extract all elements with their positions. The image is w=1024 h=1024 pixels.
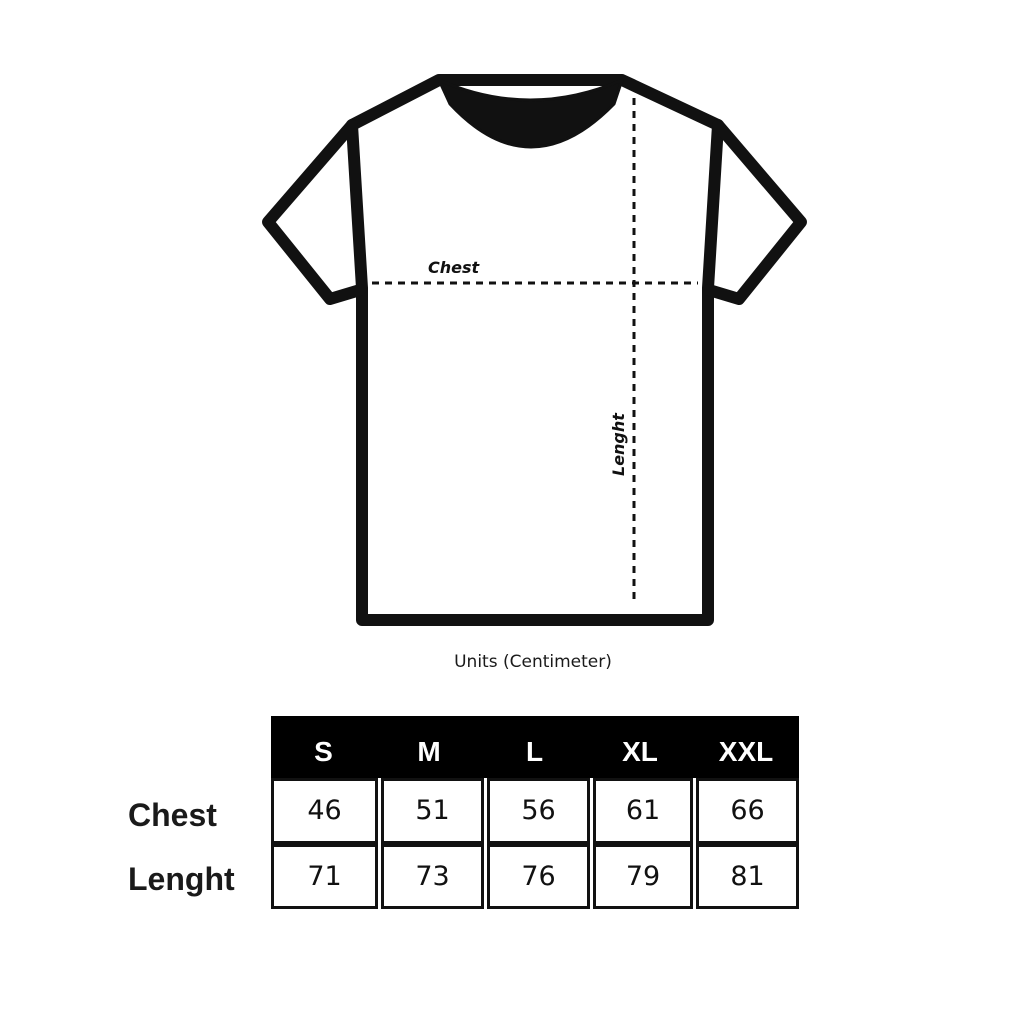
chest-value-xxl: 66	[696, 778, 799, 844]
size-header-m: M	[417, 736, 441, 767]
tshirt-body-outline	[346, 74, 724, 626]
collar-band	[437, 78, 624, 149]
length-row-label: Lenght	[128, 861, 235, 897]
chest-value-l: 56	[487, 778, 590, 844]
chest-value-s: 46	[271, 778, 378, 844]
chest-value-m: 51	[381, 778, 484, 844]
size-header-xxl: XXL	[718, 736, 774, 767]
length-value-xxl: 81	[696, 844, 799, 909]
length-label: Lenght	[609, 412, 628, 476]
chest-label: Chest	[428, 258, 481, 277]
right-sleeve-outline	[703, 119, 807, 305]
length-value-s: 71	[271, 844, 378, 909]
length-value-l: 76	[487, 844, 590, 909]
size-header-l: L	[525, 736, 544, 767]
size-header-s: S	[314, 736, 333, 767]
chest-row-label: Chest	[128, 797, 217, 833]
length-value-xl: 79	[593, 844, 693, 909]
length-value-m: 73	[381, 844, 484, 909]
chest-value-xl: 61	[593, 778, 693, 844]
size-header-xl: XL	[622, 736, 658, 767]
size-header-band	[271, 716, 799, 778]
size-table: S M L XL XXL 46 51 56 61 66 71 73 76 79 …	[271, 716, 799, 909]
units-caption: Units (Centimeter)	[454, 652, 612, 672]
left-sleeve-outline	[262, 119, 366, 305]
